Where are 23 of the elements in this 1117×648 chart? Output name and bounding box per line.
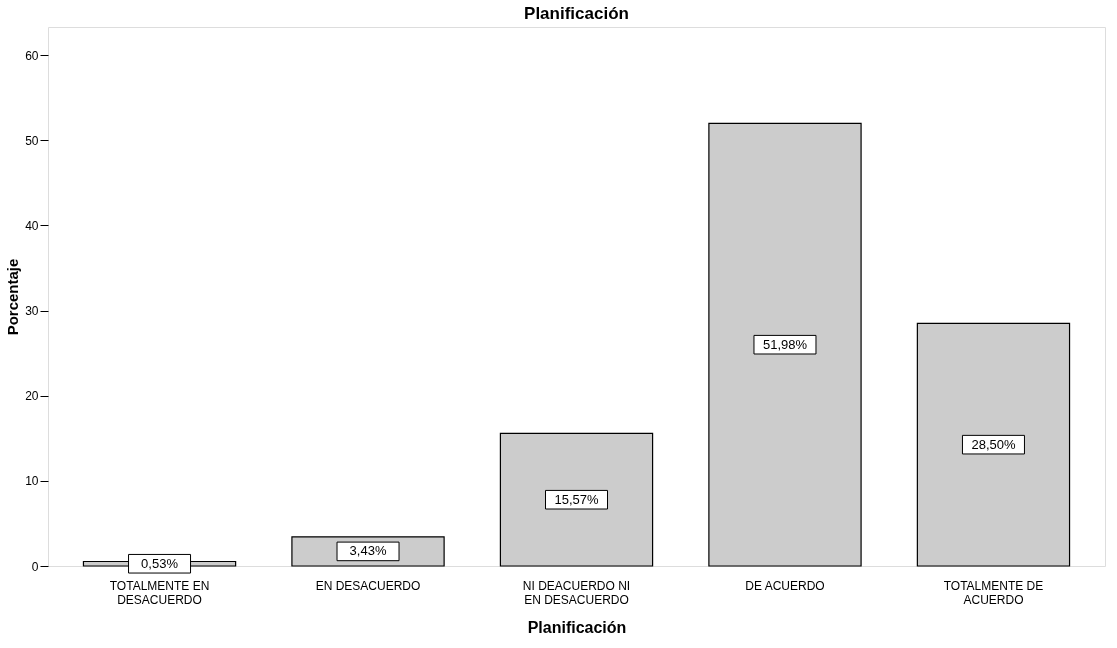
y-tick-label: 60: [25, 48, 39, 63]
x-axis-title: Planificación: [527, 618, 627, 636]
data-label: 28,50%: [971, 436, 1016, 452]
x-tick-label: DE ACUERDO: [745, 578, 825, 593]
chart-title: Planificación: [524, 4, 629, 23]
y-tick-label: 40: [25, 218, 39, 233]
y-tick-label: 10: [25, 474, 39, 489]
x-tick-label: TOTALMENTE EN DESACUERDO: [109, 578, 210, 607]
x-tick-label: NI DEACUERDO NI EN DESACUERDO: [522, 578, 631, 607]
bar: [916, 322, 1071, 567]
data-label: 3,43%: [349, 543, 387, 559]
y-axis-title: Porcentaje: [4, 258, 22, 336]
y-tick-label: 20: [25, 389, 39, 404]
data-label: 0,53%: [141, 555, 179, 571]
y-tick-label: 30: [25, 304, 39, 319]
x-tick-label: EN DESACUERDO: [315, 578, 421, 593]
y-tick-label: 50: [25, 133, 39, 148]
bar: [708, 122, 862, 567]
data-label: 51,98%: [762, 336, 808, 352]
data-label: 15,57%: [554, 491, 599, 507]
x-tick-label: TOTALMENTE DE ACUERDO: [943, 578, 1044, 607]
y-tick-label: 0: [31, 559, 39, 574]
bar: [499, 432, 654, 567]
